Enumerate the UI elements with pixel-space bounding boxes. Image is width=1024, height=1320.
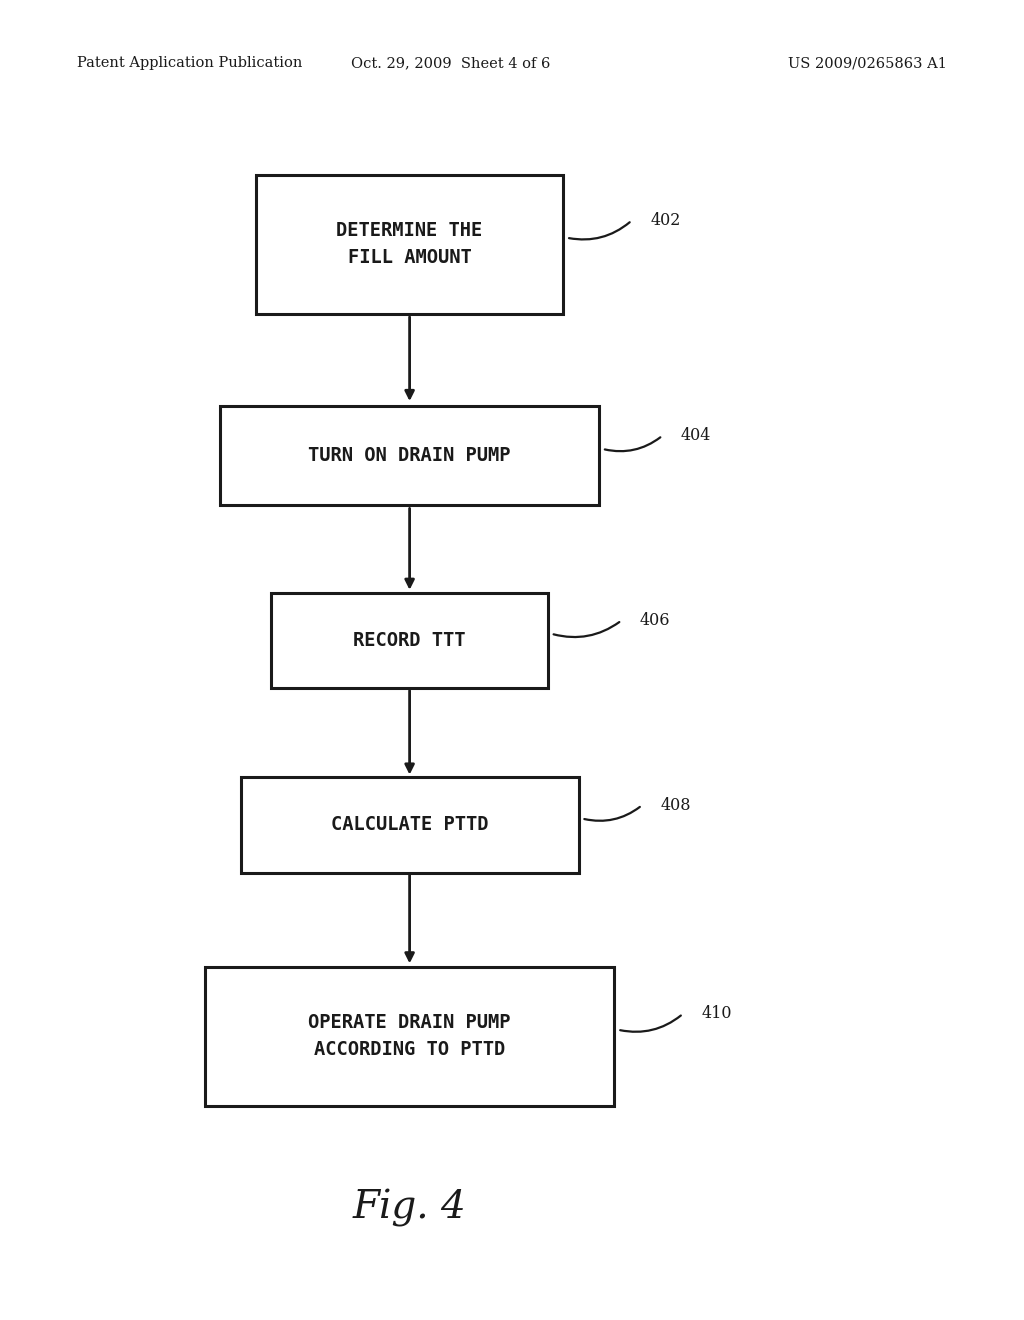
Text: 410: 410: [701, 1006, 732, 1022]
Bar: [220, 407, 599, 504]
Text: 408: 408: [660, 797, 691, 813]
Bar: [256, 176, 563, 314]
Text: CALCULATE PTTD: CALCULATE PTTD: [331, 816, 488, 834]
Text: TURN ON DRAIN PUMP: TURN ON DRAIN PUMP: [308, 446, 511, 465]
Text: OPERATE DRAIN PUMP
ACCORDING TO PTTD: OPERATE DRAIN PUMP ACCORDING TO PTTD: [308, 1014, 511, 1059]
Text: Patent Application Publication: Patent Application Publication: [77, 57, 302, 70]
Bar: [241, 777, 579, 873]
Bar: [205, 966, 614, 1106]
Text: 404: 404: [681, 428, 712, 444]
Bar: [271, 593, 548, 688]
Text: Fig. 4: Fig. 4: [352, 1189, 467, 1226]
Text: 402: 402: [650, 213, 681, 228]
Text: Oct. 29, 2009  Sheet 4 of 6: Oct. 29, 2009 Sheet 4 of 6: [351, 57, 550, 70]
Text: RECORD TTT: RECORD TTT: [353, 631, 466, 649]
Text: US 2009/0265863 A1: US 2009/0265863 A1: [788, 57, 947, 70]
Text: DETERMINE THE
FILL AMOUNT: DETERMINE THE FILL AMOUNT: [337, 222, 482, 267]
Text: 406: 406: [640, 612, 671, 628]
